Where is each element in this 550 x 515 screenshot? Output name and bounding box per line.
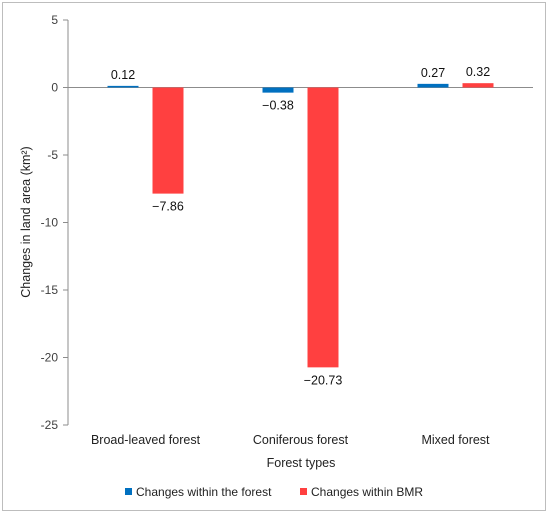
y-tick-label: 0 — [51, 81, 58, 95]
bar — [417, 83, 449, 88]
y-axis-title: Changes in land area (km²) — [19, 146, 33, 297]
category-label: Mixed forest — [421, 433, 490, 447]
data-labels: 0.12 −0.38 0.27 −7.86 −20.73 0.32 — [111, 65, 490, 387]
legend-swatch — [300, 488, 307, 495]
bar — [307, 87, 339, 368]
bars — [107, 83, 494, 368]
data-label: 0.27 — [421, 66, 445, 80]
data-label: 0.12 — [111, 68, 135, 82]
legend-entry: Changes within the forest — [136, 485, 272, 499]
data-label: 0.32 — [466, 65, 490, 79]
y-tick-label: -10 — [41, 216, 59, 230]
y-tick-label: -15 — [41, 283, 59, 297]
legend-swatch — [125, 488, 132, 495]
category-label: Coniferous forest — [253, 433, 349, 447]
y-tick-label: -20 — [41, 351, 59, 365]
x-axis-title: Forest types — [267, 456, 336, 470]
legend-entry: Changes within BMR — [311, 485, 423, 499]
axes: 5 0 -5 -10 -15 -20 -25 Broad-leaved forest Conif… — [41, 13, 533, 447]
y-tick-label: -25 — [41, 418, 59, 432]
legend: Changes within the forest Changes within … — [125, 485, 423, 499]
chart-frame — [2, 2, 546, 511]
y-tick-label: -5 — [47, 148, 58, 162]
bar — [107, 85, 139, 88]
data-label: −7.86 — [152, 200, 184, 214]
y-tick-label: 5 — [51, 13, 58, 27]
bar — [262, 87, 294, 93]
bar — [152, 87, 184, 194]
category-label: Broad-leaved forest — [91, 433, 201, 447]
data-label: −20.73 — [304, 373, 343, 387]
data-label: −0.38 — [262, 99, 294, 113]
bar — [462, 83, 494, 88]
